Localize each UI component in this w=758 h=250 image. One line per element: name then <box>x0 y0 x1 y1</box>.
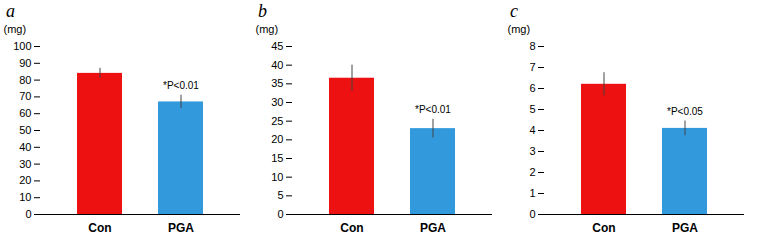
svg-text:PGA: PGA <box>420 221 446 235</box>
html-text:a: a <box>6 1 15 21</box>
svg-text:(mg): (mg) <box>256 23 279 35</box>
svg-text:40: 40 <box>271 59 283 71</box>
svg-text:15: 15 <box>271 152 283 164</box>
svg-text:30: 30 <box>271 96 283 108</box>
svg-text:3: 3 <box>529 145 535 157</box>
svg-text:4: 4 <box>529 124 535 136</box>
svg-text:40: 40 <box>19 141 31 153</box>
svg-text:70: 70 <box>19 90 31 102</box>
svg-text:45: 45 <box>271 40 283 52</box>
svg-text:*P<0.01: *P<0.01 <box>415 104 451 115</box>
svg-text:(mg): (mg) <box>4 23 27 35</box>
html-text:c: c <box>510 1 518 21</box>
svg-text:2: 2 <box>529 166 535 178</box>
svg-text:20: 20 <box>271 133 283 145</box>
svg-text:10: 10 <box>19 191 31 203</box>
svg-text:5: 5 <box>277 189 283 201</box>
svg-text:60: 60 <box>19 107 31 119</box>
svg-text:Con: Con <box>88 221 111 235</box>
svg-text:8: 8 <box>529 40 535 52</box>
svg-text:0: 0 <box>529 208 535 220</box>
svg-text:1: 1 <box>529 187 535 199</box>
svg-text:PGA: PGA <box>672 221 698 235</box>
svg-text:*P<0.01: *P<0.01 <box>163 80 199 91</box>
svg-text:6: 6 <box>529 82 535 94</box>
svg-text:Con: Con <box>340 221 363 235</box>
svg-text:50: 50 <box>19 124 31 136</box>
svg-text:Con: Con <box>592 221 615 235</box>
svg-text:5: 5 <box>529 103 535 115</box>
svg-text:*P<0.05: *P<0.05 <box>667 106 703 117</box>
svg-text:25: 25 <box>271 115 283 127</box>
svg-text:0: 0 <box>25 208 31 220</box>
svg-text:100: 100 <box>13 40 31 52</box>
svg-text:35: 35 <box>271 77 283 89</box>
svg-text:10: 10 <box>271 171 283 183</box>
svg-text:0: 0 <box>277 208 283 220</box>
svg-text:20: 20 <box>19 174 31 186</box>
svg-text:(mg): (mg) <box>508 23 531 35</box>
svg-text:7: 7 <box>529 61 535 73</box>
html-text:b: b <box>258 1 267 21</box>
svg-text:80: 80 <box>19 74 31 86</box>
svg-text:PGA: PGA <box>168 221 194 235</box>
svg-text:90: 90 <box>19 57 31 69</box>
svg-text:30: 30 <box>19 158 31 170</box>
